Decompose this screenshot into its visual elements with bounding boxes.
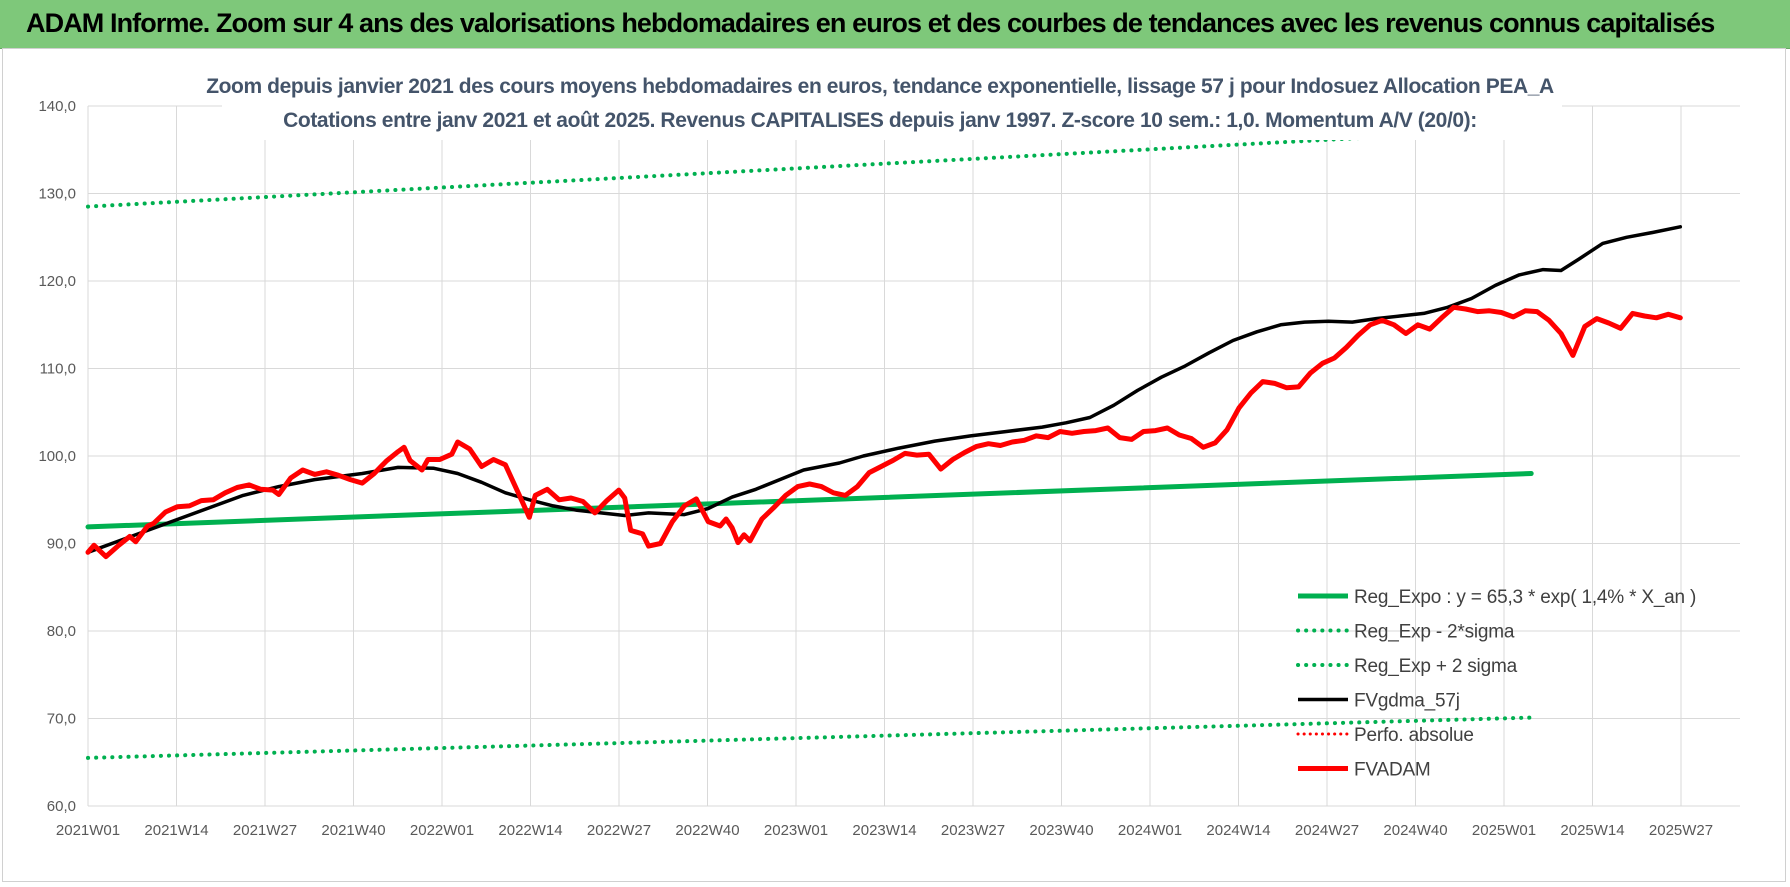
x-tick-label: 2021W01	[56, 822, 120, 839]
banner-title: ADAM Informe. Zoom sur 4 ans des valoris…	[26, 8, 1715, 38]
y-tick-label: 80,0	[47, 623, 76, 640]
x-tick-label: 2022W40	[675, 822, 739, 839]
series-line-reg-expo-y-65-3-exp-1-4-x-an-	[85, 471, 1534, 530]
legend: Reg_Expo : y = 65,3 * exp( 1,4% * X_an )…	[1296, 587, 1696, 781]
x-tick-label: 2024W27	[1295, 822, 1359, 839]
title-background	[222, 66, 1562, 140]
chart-subtitle: Cotations entre janv 2021 et août 2025. …	[283, 109, 1477, 132]
series-lines	[85, 126, 1683, 760]
x-tick-label: 2022W27	[587, 822, 651, 839]
gridlines	[87, 105, 1740, 807]
y-tick-label: 130,0	[38, 186, 76, 203]
chart-frame	[2, 48, 1786, 882]
chart-title: Zoom depuis janvier 2021 des cours moyen…	[206, 75, 1554, 98]
x-tick-label: 2023W40	[1029, 822, 1093, 839]
series-line-reg-exp-2-sigma	[86, 715, 1534, 760]
report-banner: ADAM Informe. Zoom sur 4 ans des valoris…	[0, 0, 1790, 49]
y-tick-label: 60,0	[47, 798, 76, 815]
y-tick-label: 70,0	[47, 711, 76, 728]
x-tick-label: 2024W14	[1206, 822, 1270, 839]
legend-label: FVADAM	[1354, 760, 1431, 781]
legend-label: Reg_Expo : y = 65,3 * exp( 1,4% * X_an )	[1354, 587, 1696, 608]
x-tick-label: 2021W14	[144, 822, 208, 839]
x-tick-label: 2024W01	[1118, 822, 1182, 839]
legend-label: Reg_Exp - 2*sigma	[1354, 622, 1515, 643]
legend-label: FVgdma_57j	[1354, 691, 1460, 712]
y-tick-label: 90,0	[47, 536, 76, 553]
x-tick-label: 2025W27	[1649, 822, 1713, 839]
y-tick-label: 100,0	[38, 448, 76, 465]
legend-label: Reg_Exp + 2 sigma	[1354, 656, 1518, 677]
x-tick-label: 2025W14	[1560, 822, 1624, 839]
y-tick-label: 140,0	[38, 98, 76, 115]
x-tick-label: 2025W01	[1472, 822, 1536, 839]
y-tick-label: 110,0	[40, 361, 76, 378]
x-tick-label: 2023W14	[852, 822, 916, 839]
x-tick-label: 2021W40	[321, 822, 385, 839]
legend-label: Perfo. absolue	[1354, 725, 1474, 746]
x-tick-label: 2023W01	[764, 822, 828, 839]
series-line-fvadam	[85, 304, 1683, 560]
series-line-reg-exp-2-sigma	[86, 126, 1534, 209]
x-tick-label: 2022W14	[498, 822, 562, 839]
x-tick-label: 2022W01	[410, 822, 474, 839]
x-tick-label: 2023W27	[941, 822, 1005, 839]
y-tick-label: 120,0	[38, 273, 76, 290]
x-tick-label: 2024W40	[1383, 822, 1447, 839]
x-tick-label: 2021W27	[233, 822, 297, 839]
